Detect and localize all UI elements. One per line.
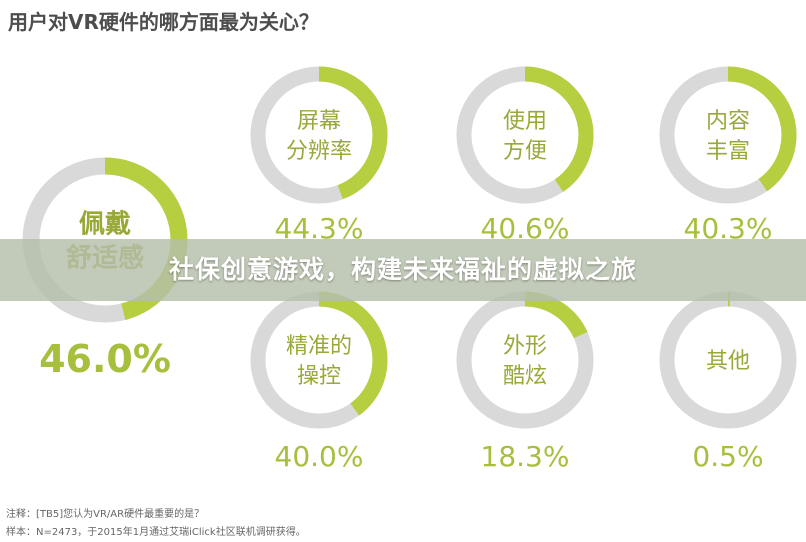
donut-label: 使用 <box>503 109 547 134</box>
donut-label: 佩戴 <box>79 208 131 239</box>
footnote-question: 注释：[TB5]您认为VR/AR硬件最重要的是？ <box>6 509 205 520</box>
chart-title: 用户对VR硬件的哪方面最为关心？ <box>8 10 319 34</box>
donut-label: 其他 <box>706 349 750 374</box>
donut-label: 外形 <box>503 334 547 359</box>
donut-label: 内容 <box>706 109 750 134</box>
donut-label: 分辨率 <box>286 139 352 164</box>
donut-6: 其他 0.5% <box>659 291 797 473</box>
footnote-sample: 样本：N=2473，于2015年1月通过艾瑞iClick社区联机调研获得。 <box>6 527 306 538</box>
donut-value-label: 0.5% <box>692 440 763 473</box>
donut-label: 精准的 <box>286 334 352 359</box>
donut-value-label: 40.0% <box>275 440 364 473</box>
donut-value-label: 18.3% <box>481 440 570 473</box>
donut-label: 方便 <box>503 139 547 164</box>
donut-label: 丰富 <box>706 139 750 164</box>
donut-label: 酷炫 <box>503 364 547 389</box>
donut-arc <box>659 66 797 204</box>
overlay-banner: 社保创意游戏，构建未来福祉的虚拟之旅 <box>0 239 806 301</box>
donut-label: 操控 <box>297 364 341 389</box>
donut-value-label: 46.0% <box>39 337 171 381</box>
donut-arc <box>456 66 594 204</box>
donut-arc <box>250 66 388 204</box>
donut-label: 屏幕 <box>297 109 341 134</box>
banner-title: 社保创意游戏，构建未来福祉的虚拟之旅 <box>168 255 637 284</box>
